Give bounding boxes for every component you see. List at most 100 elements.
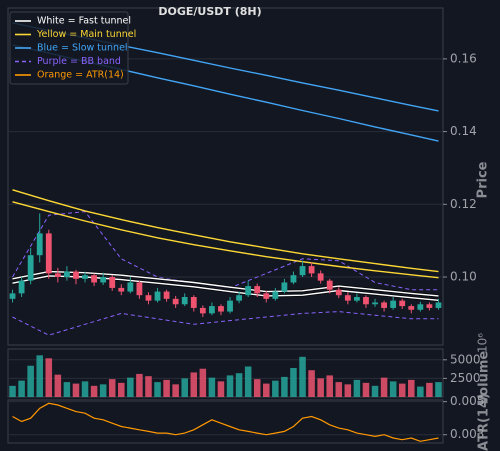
candle-body xyxy=(381,302,387,308)
volume-bar xyxy=(190,372,198,397)
candle-body xyxy=(290,275,297,283)
band-line xyxy=(12,311,439,336)
y-tick-label: 0.10 xyxy=(450,270,477,284)
volume-panel xyxy=(7,348,444,398)
candle-body xyxy=(109,277,116,288)
candle-body xyxy=(218,306,224,312)
volume-bar xyxy=(317,378,324,397)
legend-label: Orange = ATR(14) xyxy=(37,70,124,81)
volume-bar xyxy=(426,382,433,397)
candle-body xyxy=(335,289,342,296)
volume-bar xyxy=(63,382,71,397)
volume-bar xyxy=(398,383,406,397)
volume-bar xyxy=(344,384,352,397)
volume-bar xyxy=(408,379,415,397)
candle-body xyxy=(372,302,378,305)
volume-bar xyxy=(253,379,261,397)
candle-body xyxy=(209,306,215,314)
candle-body xyxy=(326,280,333,290)
volume-bar xyxy=(145,376,152,397)
volume-bar xyxy=(45,358,53,397)
volume-bar xyxy=(290,367,297,397)
candle-body xyxy=(73,271,79,279)
volume-bar xyxy=(154,382,161,397)
volume-bar xyxy=(217,381,225,397)
volume-bar xyxy=(208,377,216,397)
volume-bar xyxy=(181,378,188,397)
candle-body xyxy=(245,286,252,296)
candle-body xyxy=(54,273,61,278)
volume-bar xyxy=(380,377,388,397)
atr-line xyxy=(12,402,439,442)
y-tick-label: 0.12 xyxy=(450,197,477,211)
volume-bar xyxy=(127,377,134,397)
legend-label: Blue = Slow tunnel xyxy=(37,43,128,54)
candle-body xyxy=(82,275,88,279)
candle-body xyxy=(199,307,206,314)
volume-bar xyxy=(299,356,306,397)
candle-body xyxy=(118,287,125,292)
candle-body xyxy=(163,291,170,299)
volume-bar xyxy=(417,386,424,397)
atr-panel xyxy=(7,399,444,444)
candle-body xyxy=(308,266,315,274)
y-axis-label: Volume xyxy=(477,351,492,406)
volume-bar xyxy=(27,365,34,397)
y-tick-label: 0.16 xyxy=(450,51,477,65)
tunnel-line xyxy=(12,189,439,273)
volume-bar xyxy=(72,383,80,397)
volume-bar xyxy=(108,379,116,397)
volume-bar xyxy=(353,379,361,397)
volume-bar xyxy=(263,383,270,397)
candle-body xyxy=(91,275,97,283)
volume-bar xyxy=(272,380,279,397)
y-tick-label: 2500 xyxy=(450,371,481,385)
volume-bar xyxy=(244,366,252,397)
volume-bar xyxy=(99,384,107,397)
volume-bar xyxy=(362,382,370,397)
candle-body xyxy=(18,280,25,294)
volume-bar xyxy=(199,368,207,397)
candle-body xyxy=(9,293,16,299)
y-tick-label: 0.003 xyxy=(450,427,484,441)
chart-title: DOGE/USDT (8H) xyxy=(158,5,261,18)
candle-body xyxy=(181,297,188,305)
candle-body xyxy=(36,233,43,256)
volume-bar xyxy=(389,381,397,397)
candle-body xyxy=(100,277,107,283)
volume-bar xyxy=(335,382,343,397)
candle-body xyxy=(408,306,415,310)
candle-body xyxy=(317,273,324,281)
candle-body xyxy=(64,271,70,278)
y-tick-label: 0.005 xyxy=(450,394,484,408)
candle-body xyxy=(27,255,34,281)
volume-bar xyxy=(435,382,442,397)
tunnel-line xyxy=(12,201,439,279)
multiplier-label: 10⁶ xyxy=(476,333,490,353)
y-axis-label: ATR(14) xyxy=(477,393,492,451)
candle-body xyxy=(45,233,52,274)
legend-label: Yellow = Main tunnel xyxy=(36,29,136,40)
volume-bar xyxy=(90,385,98,397)
candle-body xyxy=(426,304,433,308)
volume-bar xyxy=(36,355,43,397)
candle-body xyxy=(172,298,179,305)
volume-bar xyxy=(281,376,288,397)
volume-bar xyxy=(18,380,25,397)
volume-bar xyxy=(54,374,62,397)
volume-bar xyxy=(326,375,333,397)
volume-bar xyxy=(172,384,179,397)
volume-bar xyxy=(235,373,243,397)
candle-body xyxy=(190,297,197,308)
candle-body xyxy=(154,291,161,301)
price-panel xyxy=(7,7,444,346)
volume-bar xyxy=(118,382,125,397)
candle-body xyxy=(354,297,360,301)
legend-box xyxy=(9,11,129,85)
legend: White = Fast tunnel Yellow = Main tunnel B… xyxy=(9,11,136,85)
volume-bar xyxy=(226,375,234,397)
volume-bar xyxy=(163,379,170,397)
y-axis-label: Price xyxy=(476,161,491,198)
